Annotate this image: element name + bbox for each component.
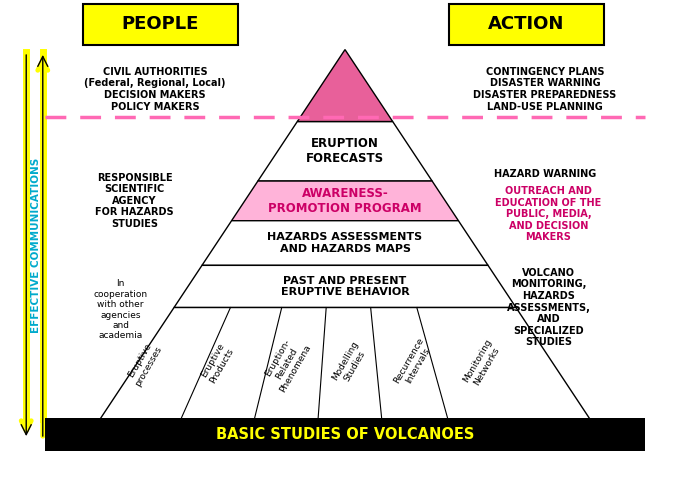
Polygon shape bbox=[297, 50, 393, 122]
Polygon shape bbox=[258, 122, 432, 181]
Bar bbox=[45, 418, 645, 451]
Text: VOLCANO
MONITORING,
HAZARDS
ASSESSMENTS,
AND
SPECIALIZED
STUDIES: VOLCANO MONITORING, HAZARDS ASSESSMENTS,… bbox=[506, 268, 591, 347]
Text: BASIC STUDIES OF VOLCANOES: BASIC STUDIES OF VOLCANOES bbox=[216, 427, 474, 442]
Text: OUTREACH AND
EDUCATION OF THE
PUBLIC, MEDIA,
AND DECISION
MAKERS: OUTREACH AND EDUCATION OF THE PUBLIC, ME… bbox=[495, 186, 602, 243]
FancyBboxPatch shape bbox=[83, 4, 238, 45]
Text: Eruptive
processes: Eruptive processes bbox=[124, 339, 164, 387]
Text: Modelling
Studies: Modelling Studies bbox=[331, 339, 369, 387]
Polygon shape bbox=[100, 308, 590, 419]
Text: Eruptive
Products: Eruptive Products bbox=[199, 342, 236, 385]
Text: AWARENESS-
PROMOTION PROGRAM: AWARENESS- PROMOTION PROGRAM bbox=[268, 187, 422, 215]
Text: ERUPTION
FORECASTS: ERUPTION FORECASTS bbox=[306, 137, 384, 165]
Text: CONTINGENCY PLANS
DISASTER WARNING
DISASTER PREPAREDNESS
LAND-USE PLANNING: CONTINGENCY PLANS DISASTER WARNING DISAS… bbox=[473, 67, 617, 112]
Polygon shape bbox=[174, 265, 516, 308]
Text: In
cooperation
with other
agencies
and
academia: In cooperation with other agencies and a… bbox=[94, 280, 148, 340]
Text: EFFECTIVE COMMUNICATIONS: EFFECTIVE COMMUNICATIONS bbox=[31, 158, 41, 333]
Text: PEOPLE: PEOPLE bbox=[121, 15, 199, 33]
Text: HAZARDS ASSESSMENTS
AND HAZARDS MAPS: HAZARDS ASSESSMENTS AND HAZARDS MAPS bbox=[268, 232, 422, 254]
Text: RESPONSIBLE
SCIENTIFIC
AGENCY
FOR HAZARDS
STUDIES: RESPONSIBLE SCIENTIFIC AGENCY FOR HAZARD… bbox=[95, 173, 174, 229]
Polygon shape bbox=[232, 181, 458, 221]
Text: ACTION: ACTION bbox=[488, 15, 564, 33]
Text: CIVIL AUTHORITIES
(Federal, Regional, Local)
DECISION MAKERS
POLICY MAKERS: CIVIL AUTHORITIES (Federal, Regional, Lo… bbox=[84, 67, 226, 112]
Text: Recurrence
Intervals: Recurrence Intervals bbox=[393, 336, 435, 390]
Polygon shape bbox=[202, 221, 488, 265]
Text: Monitoring
Networks: Monitoring Networks bbox=[462, 337, 503, 389]
Text: PAST AND PRESENT
ERUPTIVE BEHAVIOR: PAST AND PRESENT ERUPTIVE BEHAVIOR bbox=[281, 276, 409, 297]
Text: Eruption-
Related
Phenomena: Eruption- Related Phenomena bbox=[260, 333, 313, 394]
FancyBboxPatch shape bbox=[448, 4, 604, 45]
Text: HAZARD WARNING: HAZARD WARNING bbox=[494, 169, 596, 179]
